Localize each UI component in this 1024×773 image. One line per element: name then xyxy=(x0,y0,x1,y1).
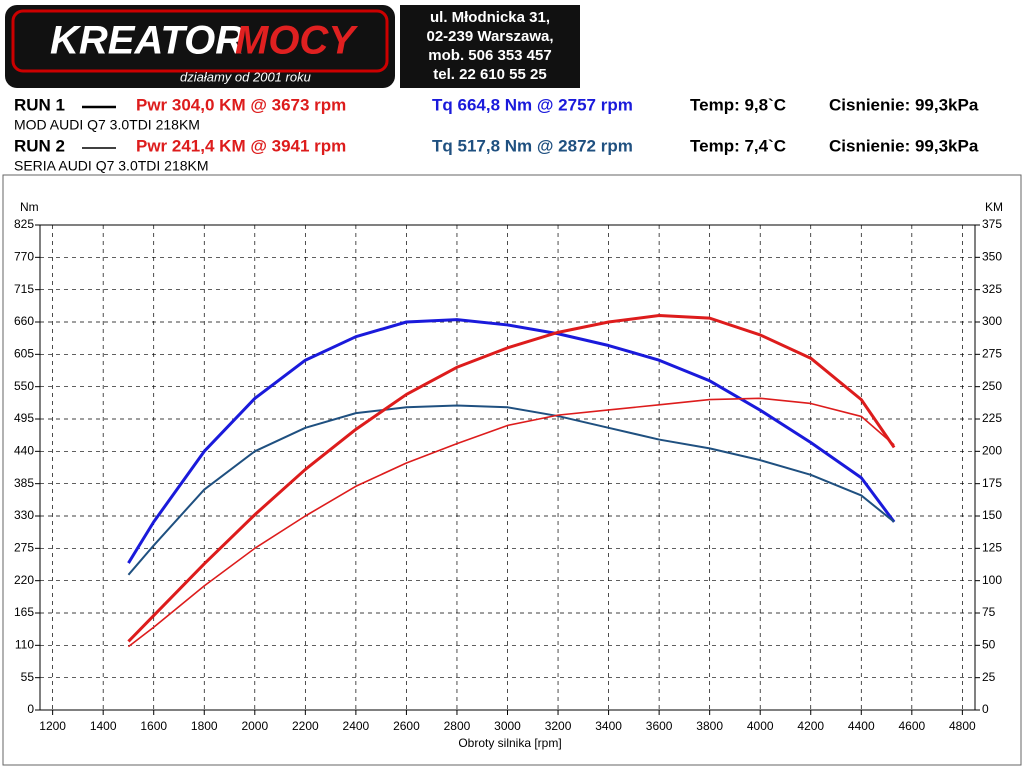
y-tick-label: 825 xyxy=(14,217,34,231)
x-tick-label: 4800 xyxy=(949,719,976,733)
y2-tick-label: 350 xyxy=(982,250,1002,264)
y-tick-label: 660 xyxy=(14,314,34,328)
y2-tick-label: 375 xyxy=(982,217,1002,231)
run-pressure: Cisnienie: 99,3kPa xyxy=(829,95,979,114)
run-pressure: Cisnienie: 99,3kPa xyxy=(829,136,979,155)
x-tick-label: 3600 xyxy=(646,719,673,733)
address-line: tel. 22 610 55 25 xyxy=(433,66,546,83)
address-line: 02-239 Warszawa, xyxy=(426,28,553,45)
x-tick-label: 2400 xyxy=(343,719,370,733)
x-tick-label: 3400 xyxy=(595,719,622,733)
run-power: Pwr 304,0 KM @ 3673 rpm xyxy=(136,95,346,114)
y2-tick-label: 250 xyxy=(982,379,1002,393)
y-tick-label: 165 xyxy=(14,605,34,619)
run-temp: Temp: 7,4`C xyxy=(690,136,786,155)
run-label: RUN 2 xyxy=(14,136,65,155)
y-tick-label: 550 xyxy=(14,379,34,393)
data-line xyxy=(127,404,895,576)
y2-tick-label: 150 xyxy=(982,508,1002,522)
y2-tick-label: 0 xyxy=(982,702,989,716)
y-tick-label: 440 xyxy=(14,444,34,458)
run-car: SERIA AUDI Q7 3.0TDI 218KM xyxy=(14,158,209,174)
run-car: MOD AUDI Q7 3.0TDI 218KM xyxy=(14,117,200,133)
logo-box xyxy=(5,5,395,88)
x-tick-label: 3200 xyxy=(545,719,572,733)
y2-tick-label: 125 xyxy=(982,541,1002,555)
y2-tick-label: 100 xyxy=(982,573,1002,587)
data-line xyxy=(127,318,896,564)
y2-tick-label: 50 xyxy=(982,638,996,652)
data-line xyxy=(127,314,896,643)
y2-tick-label: 175 xyxy=(982,476,1002,490)
y-tick-label: 770 xyxy=(14,250,34,264)
x-tick-label: 1600 xyxy=(140,719,167,733)
x-tick-label: 3000 xyxy=(494,719,521,733)
y2-tick-label: 75 xyxy=(982,605,996,619)
address-line: ul. Młodnicka 31, xyxy=(430,9,550,26)
y-tick-label: 220 xyxy=(14,573,34,587)
y-tick-label: 385 xyxy=(14,476,34,490)
y2-tick-label: 300 xyxy=(982,314,1002,328)
y2-tick-label: 25 xyxy=(982,670,996,684)
y-tick-label: 330 xyxy=(14,508,34,522)
y2-tick-label: 200 xyxy=(982,444,1002,458)
y-tick-label: 55 xyxy=(21,670,35,684)
x-tick-label: 1800 xyxy=(191,719,218,733)
y2-tick-label: 275 xyxy=(982,347,1002,361)
data-line xyxy=(127,397,895,648)
run-temp: Temp: 9,8`C xyxy=(690,95,786,114)
x-axis-label: Obroty silnika [rpm] xyxy=(458,736,561,750)
y2-axis-label: KM xyxy=(985,200,1003,214)
run-label: RUN 1 xyxy=(14,95,65,114)
y-axis-label: Nm xyxy=(20,200,39,214)
logo-text: MOCY xyxy=(235,19,358,63)
address-box xyxy=(400,5,580,88)
x-tick-label: 4000 xyxy=(747,719,774,733)
x-tick-label: 2600 xyxy=(393,719,420,733)
logo-frame xyxy=(11,9,389,73)
x-tick-label: 3800 xyxy=(696,719,723,733)
x-tick-label: 4200 xyxy=(797,719,824,733)
y2-tick-label: 225 xyxy=(982,411,1002,425)
x-tick-label: 1200 xyxy=(39,719,66,733)
run-torque: Tq 517,8 Nm @ 2872 rpm xyxy=(432,136,633,155)
x-tick-label: 2000 xyxy=(241,719,268,733)
x-tick-label: 2200 xyxy=(292,719,319,733)
x-tick-label: 2800 xyxy=(444,719,471,733)
logo-text: KREATOR xyxy=(50,19,244,63)
x-tick-label: 1400 xyxy=(90,719,117,733)
y2-tick-label: 325 xyxy=(982,282,1002,296)
y-tick-label: 715 xyxy=(14,282,34,296)
x-tick-label: 4400 xyxy=(848,719,875,733)
address-line: mob. 506 353 457 xyxy=(428,47,551,64)
y-tick-label: 0 xyxy=(27,702,34,716)
chart-frame xyxy=(2,174,1022,766)
y-tick-label: 110 xyxy=(15,638,34,652)
run-power: Pwr 241,4 KM @ 3941 rpm xyxy=(136,136,346,155)
x-tick-label: 4600 xyxy=(898,719,925,733)
run-torque: Tq 664,8 Nm @ 2757 rpm xyxy=(432,95,633,114)
y-tick-label: 495 xyxy=(14,411,34,425)
y-tick-label: 605 xyxy=(14,347,34,361)
slogan: działamy od 2001 roku xyxy=(180,69,311,84)
y-tick-label: 275 xyxy=(14,541,34,555)
